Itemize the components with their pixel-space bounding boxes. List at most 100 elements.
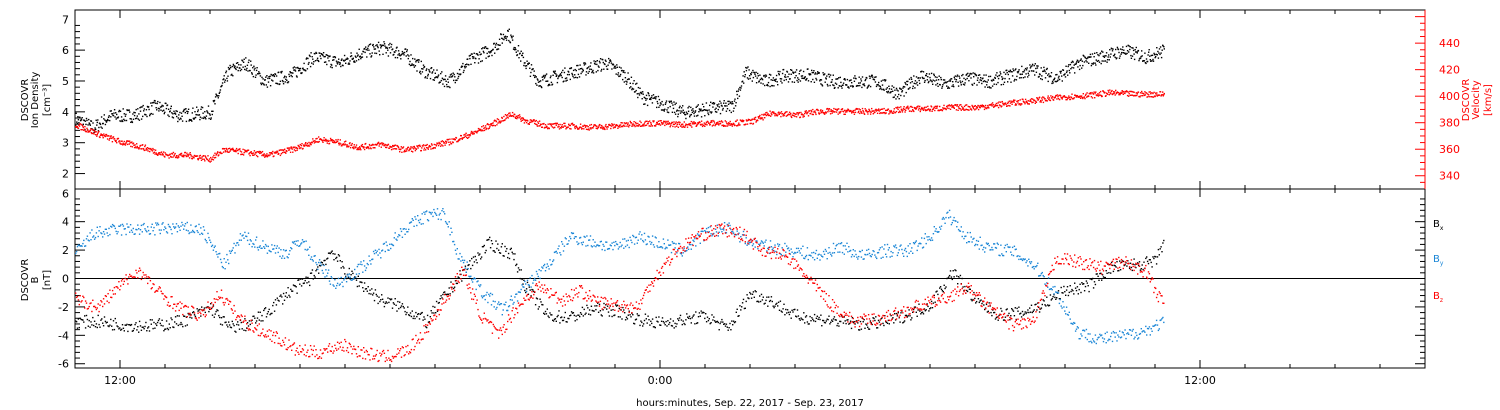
- velocity-point: [177, 155, 179, 157]
- velocity-point: [211, 158, 213, 160]
- density-point: [1024, 67, 1027, 70]
- density-point: [289, 72, 292, 74]
- density-point: [262, 83, 265, 85]
- density-point: [888, 88, 891, 90]
- density-point: [554, 72, 556, 74]
- density-point: [78, 122, 80, 124]
- density-point: [934, 76, 937, 78]
- density-point: [187, 108, 190, 110]
- velocity-point: [285, 152, 287, 154]
- density-point: [537, 81, 540, 83]
- velocity-point: [1153, 91, 1155, 94]
- velocity-point: [376, 143, 378, 146]
- density-point: [559, 74, 561, 76]
- density-point: [354, 55, 357, 57]
- velocity-point: [421, 147, 423, 149]
- density-point: [327, 57, 329, 59]
- bx-point: [630, 316, 632, 318]
- density-point: [299, 67, 301, 70]
- density-point: [1070, 68, 1072, 70]
- density-point: [336, 62, 338, 64]
- velocity-point: [831, 112, 833, 114]
- velocity-point: [802, 116, 804, 118]
- velocity-point: [397, 146, 400, 149]
- density-point: [940, 76, 942, 79]
- density-point: [966, 77, 968, 80]
- density-point: [646, 104, 649, 107]
- density-point: [571, 72, 573, 75]
- velocity-point: [780, 111, 783, 113]
- bx-point: [417, 313, 419, 316]
- velocity-point: [635, 121, 637, 124]
- velocity-point: [142, 144, 144, 146]
- bx-point: [392, 302, 395, 304]
- velocity-point: [440, 140, 442, 143]
- bx-point: [385, 301, 387, 303]
- density-point: [375, 52, 378, 55]
- bx-point: [277, 299, 279, 301]
- bx-point: [352, 272, 354, 275]
- density-point: [374, 52, 376, 54]
- density-point: [1013, 70, 1015, 72]
- bx-point: [511, 251, 513, 253]
- density-point: [901, 90, 904, 92]
- velocity-point: [829, 113, 832, 115]
- density-point: [160, 106, 163, 108]
- velocity-point: [1025, 101, 1027, 103]
- density-point: [929, 76, 931, 79]
- bx-point: [214, 313, 216, 315]
- density-point: [534, 76, 536, 79]
- velocity-point: [1079, 95, 1081, 97]
- bx-point: [102, 325, 105, 327]
- density-point: [1157, 50, 1159, 53]
- density-point: [275, 82, 277, 84]
- velocity-point: [400, 148, 402, 150]
- density-point: [286, 79, 288, 81]
- velocity-point: [324, 140, 326, 142]
- density-point: [955, 80, 957, 83]
- density-point: [964, 78, 967, 81]
- velocity-point: [845, 111, 847, 113]
- density-point: [953, 76, 955, 78]
- density-point: [542, 75, 544, 78]
- density-point: [225, 70, 228, 72]
- velocity-y-tick-label: 440: [1439, 37, 1460, 50]
- density-point: [646, 98, 648, 100]
- velocity-point: [590, 128, 592, 130]
- velocity-point: [110, 135, 112, 137]
- velocity-point: [151, 149, 153, 151]
- density-point: [688, 105, 690, 108]
- density-point: [1022, 77, 1025, 79]
- velocity-point: [893, 110, 895, 112]
- density-point: [808, 74, 811, 76]
- bx-point: [519, 277, 521, 280]
- velocity-point: [91, 132, 93, 135]
- velocity-point: [967, 109, 969, 111]
- velocity-point: [291, 148, 293, 150]
- density-point: [252, 75, 255, 78]
- velocity-point: [589, 127, 591, 129]
- bx-point: [98, 323, 100, 326]
- density-point: [875, 76, 877, 78]
- velocity-point: [731, 123, 733, 126]
- velocity-point: [1143, 93, 1145, 95]
- density-point: [477, 54, 479, 56]
- velocity-point: [504, 119, 506, 121]
- velocity-point: [435, 144, 437, 146]
- velocity-point: [959, 108, 961, 110]
- density-point: [727, 100, 729, 103]
- velocity-point: [1112, 91, 1115, 93]
- bx-point: [156, 324, 158, 327]
- bx-point: [151, 319, 153, 321]
- velocity-point: [197, 159, 199, 161]
- density-point: [1099, 52, 1102, 54]
- bx-point: [619, 316, 621, 318]
- velocity-point: [648, 125, 650, 127]
- density-point: [519, 52, 521, 54]
- bx-point: [114, 317, 116, 320]
- density-point: [424, 77, 426, 79]
- density-point: [986, 84, 988, 86]
- velocity-point: [996, 104, 999, 107]
- bx-point: [183, 315, 186, 317]
- velocity-point: [176, 155, 178, 157]
